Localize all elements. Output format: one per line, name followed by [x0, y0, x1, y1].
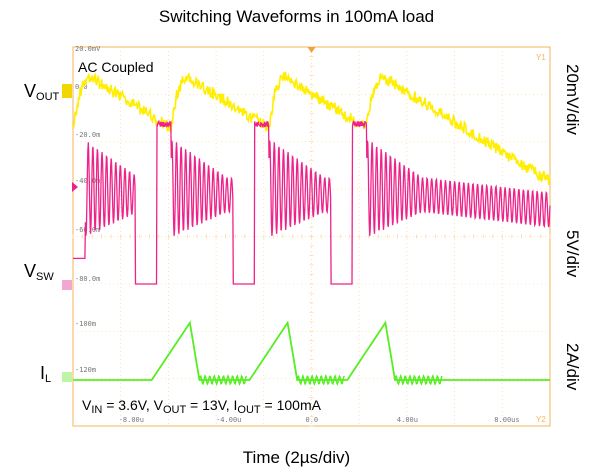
vout-scale-label: 20mV/div	[562, 64, 582, 135]
ch1-marker	[62, 84, 72, 98]
coupling-note: AC Coupled	[78, 58, 154, 76]
reference-label: -80.0m	[75, 275, 100, 283]
vout-label: VOUT	[24, 82, 59, 106]
reference-label: 20.0mV	[75, 45, 101, 53]
il-label: IL	[40, 364, 51, 388]
x-axis-label: Time (2µs/div)	[0, 448, 593, 468]
y2-tag: Y2	[536, 415, 546, 424]
reference-label: -100m	[75, 320, 96, 328]
reference-label: -60.0m	[75, 226, 100, 234]
y1-tag: Y1	[536, 53, 546, 62]
time-label: 8.00us	[494, 416, 519, 424]
reference-label: -20.0m	[75, 131, 100, 139]
reference-label: -120m	[75, 366, 96, 374]
ch2-marker	[62, 280, 72, 290]
il-scale-label: 2A/div	[562, 343, 582, 390]
vsw-scale-label: 5V/div	[562, 230, 582, 277]
ch3-marker	[62, 372, 72, 382]
time-label: 4.00u	[397, 416, 418, 424]
conditions-note: VIN = 3.6V, VOUT = 13V, IOUT = 100mA	[82, 396, 321, 419]
vsw-label: VSW	[24, 262, 54, 286]
